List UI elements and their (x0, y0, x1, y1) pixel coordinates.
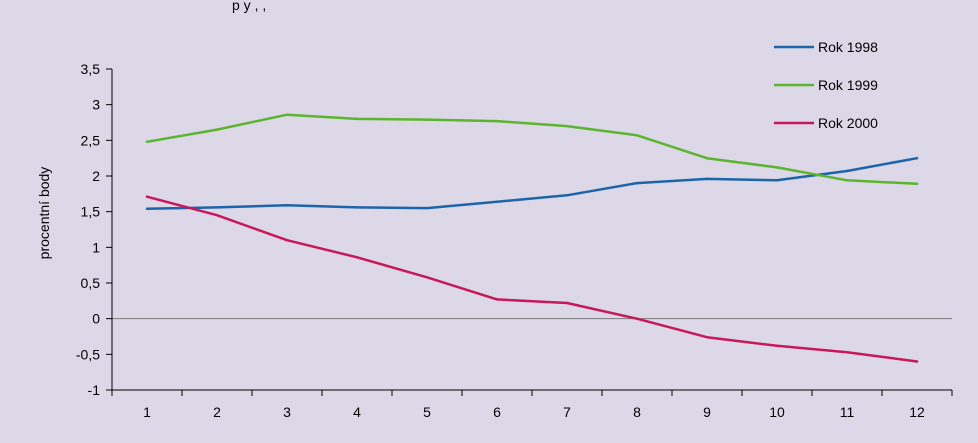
y-tick-label: 2,5 (81, 132, 101, 148)
x-tick-label: 4 (353, 404, 361, 420)
x-tick-label: 3 (283, 404, 291, 420)
data-point-rok-1998 (705, 177, 709, 181)
data-point-rok-1998 (845, 169, 849, 173)
data-point-rok-1998 (425, 206, 429, 210)
data-point-rok-1998 (565, 194, 569, 197)
data-point-rok-2000 (355, 256, 359, 259)
y-tick-label: 2 (92, 168, 100, 184)
data-point-rok-1998 (775, 179, 779, 182)
y-tick-label: 1,5 (81, 204, 101, 220)
data-point-rok-1998 (915, 156, 919, 160)
series-line-rok-1999 (145, 113, 919, 186)
y-tick-label: -1 (88, 382, 101, 398)
data-point-rok-2000 (915, 360, 919, 363)
y-axis-title: procentní body (36, 167, 52, 260)
y-tick-label: 0,5 (81, 275, 101, 291)
x-tick-label: 6 (493, 404, 501, 420)
data-point-rok-1998 (285, 204, 289, 207)
data-point-rok-1999 (495, 119, 499, 123)
data-point-rok-1999 (215, 128, 219, 131)
data-point-rok-1999 (915, 182, 919, 186)
x-tick-label: 8 (633, 404, 641, 420)
series-line-rok-2000 (145, 195, 919, 363)
y-tick-label: 3,5 (81, 61, 101, 77)
y-tick-label: -0,5 (76, 346, 100, 362)
data-point-rok-2000 (425, 276, 429, 279)
data-point-rok-2000 (635, 317, 639, 320)
x-tick-label: 7 (563, 404, 571, 420)
legend-label-rok-1998: Rok 1998 (818, 39, 878, 55)
data-point-rok-1999 (285, 113, 289, 116)
legend: Rok 1998 Rok 1999 Rok 2000 (774, 39, 878, 131)
data-point-rok-1999 (775, 166, 779, 169)
legend-label-rok-2000: Rok 2000 (818, 115, 878, 131)
y-tick-label: 3 (92, 97, 100, 113)
x-tick-label: 1 (143, 404, 151, 420)
y-tick-label: 1 (92, 239, 100, 255)
y-tick-label: 0 (92, 311, 100, 327)
data-point-rok-2000 (145, 195, 149, 198)
data-point-rok-1999 (845, 179, 849, 182)
data-point-rok-1999 (425, 118, 429, 121)
data-point-rok-1998 (495, 200, 499, 203)
data-point-rok-1998 (635, 181, 639, 185)
data-point-rok-2000 (845, 350, 849, 354)
data-point-rok-2000 (775, 344, 779, 347)
data-point-rok-1998 (215, 206, 219, 209)
x-tick-label: 5 (423, 404, 431, 420)
data-point-rok-2000 (215, 214, 219, 217)
data-point-rok-2000 (495, 298, 499, 301)
chart-title: p y , , (232, 0, 266, 13)
x-tick-label: 11 (840, 404, 855, 420)
series-line-rok-1998 (145, 156, 919, 211)
data-point-rok-1999 (565, 124, 569, 128)
axes-layer: -1-0,500,511,522,533,51 2 3 4 5 6 7 8 9 10 11 12 (76, 61, 953, 420)
x-tick-label: 2 (213, 404, 221, 420)
series-layer (145, 113, 919, 363)
data-point-rok-2000 (565, 301, 569, 305)
data-point-rok-1999 (355, 117, 359, 121)
data-point-rok-1998 (355, 206, 359, 209)
legend-label-rok-1999: Rok 1999 (818, 77, 878, 93)
data-point-rok-1998 (145, 207, 149, 211)
x-tick-label: 12 (909, 404, 925, 420)
x-tick-label: 9 (703, 404, 711, 420)
data-point-rok-1999 (145, 140, 149, 143)
data-point-rok-2000 (285, 239, 289, 242)
x-tick-label: 10 (769, 404, 785, 420)
data-point-rok-1999 (635, 134, 639, 137)
data-point-rok-2000 (705, 336, 709, 339)
data-point-rok-1999 (705, 156, 709, 160)
